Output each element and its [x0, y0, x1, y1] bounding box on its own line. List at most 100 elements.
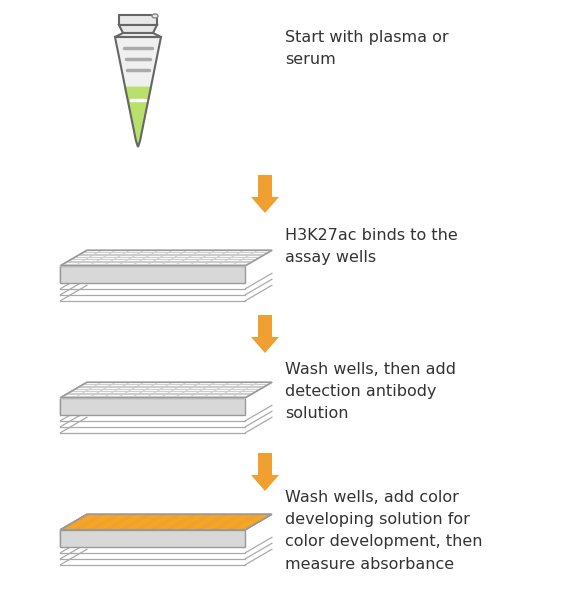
Polygon shape [251, 315, 279, 353]
Polygon shape [61, 250, 272, 266]
Ellipse shape [125, 520, 134, 522]
Ellipse shape [134, 514, 144, 517]
Ellipse shape [168, 522, 177, 525]
Ellipse shape [150, 514, 159, 517]
Ellipse shape [128, 518, 137, 520]
Polygon shape [61, 514, 272, 529]
Ellipse shape [191, 525, 201, 528]
Polygon shape [115, 33, 161, 37]
Ellipse shape [85, 516, 94, 518]
Ellipse shape [99, 525, 109, 528]
Ellipse shape [88, 514, 98, 517]
Polygon shape [61, 266, 246, 282]
Ellipse shape [235, 527, 244, 530]
Ellipse shape [130, 525, 140, 528]
Ellipse shape [211, 523, 220, 526]
Ellipse shape [162, 516, 172, 518]
Text: H3K27ac binds to the
assay wells: H3K27ac binds to the assay wells [285, 228, 458, 265]
Ellipse shape [214, 522, 223, 525]
Ellipse shape [94, 520, 103, 522]
Ellipse shape [236, 518, 245, 520]
Polygon shape [115, 37, 161, 87]
Ellipse shape [165, 514, 175, 517]
Ellipse shape [173, 527, 183, 530]
Ellipse shape [205, 518, 215, 520]
Polygon shape [61, 382, 272, 398]
Ellipse shape [258, 514, 267, 517]
Ellipse shape [242, 523, 251, 526]
Polygon shape [119, 15, 157, 25]
Ellipse shape [158, 527, 167, 530]
Text: Wash wells, then add
detection antibody
solution: Wash wells, then add detection antibody … [285, 362, 456, 422]
Ellipse shape [232, 520, 242, 522]
Ellipse shape [131, 516, 141, 518]
Ellipse shape [183, 522, 193, 525]
Ellipse shape [87, 523, 97, 526]
Ellipse shape [121, 522, 131, 525]
Ellipse shape [242, 514, 252, 517]
Ellipse shape [198, 522, 208, 525]
Ellipse shape [152, 522, 162, 525]
Ellipse shape [102, 523, 112, 526]
Ellipse shape [174, 518, 184, 520]
Polygon shape [61, 514, 87, 547]
Ellipse shape [116, 516, 125, 518]
Ellipse shape [140, 520, 150, 522]
Ellipse shape [72, 523, 81, 526]
Ellipse shape [65, 527, 74, 530]
Ellipse shape [190, 518, 199, 520]
Ellipse shape [90, 522, 100, 525]
Ellipse shape [142, 527, 152, 530]
Ellipse shape [226, 523, 235, 526]
Ellipse shape [75, 522, 84, 525]
Ellipse shape [221, 518, 230, 520]
Polygon shape [61, 514, 272, 529]
Ellipse shape [118, 523, 127, 526]
Ellipse shape [79, 520, 88, 522]
Ellipse shape [119, 514, 129, 517]
Ellipse shape [106, 522, 115, 525]
Ellipse shape [195, 523, 204, 526]
Ellipse shape [96, 527, 105, 530]
Ellipse shape [222, 525, 232, 528]
Ellipse shape [100, 516, 110, 518]
Ellipse shape [68, 525, 78, 528]
Ellipse shape [238, 525, 247, 528]
Ellipse shape [239, 516, 249, 518]
Polygon shape [61, 250, 87, 282]
Polygon shape [251, 175, 279, 213]
Ellipse shape [115, 525, 124, 528]
Ellipse shape [248, 520, 257, 522]
Ellipse shape [204, 527, 214, 530]
Ellipse shape [176, 525, 186, 528]
Ellipse shape [133, 523, 143, 526]
Ellipse shape [193, 516, 203, 518]
Ellipse shape [161, 525, 171, 528]
Ellipse shape [211, 514, 221, 517]
Ellipse shape [146, 525, 155, 528]
Ellipse shape [180, 523, 189, 526]
Ellipse shape [217, 520, 226, 522]
Ellipse shape [189, 527, 198, 530]
Text: Wash wells, add color
developing solution for
color development, then
measure ab: Wash wells, add color developing solutio… [285, 490, 482, 572]
Ellipse shape [111, 527, 121, 530]
Ellipse shape [219, 527, 229, 530]
Ellipse shape [152, 14, 158, 18]
Ellipse shape [196, 514, 205, 517]
Ellipse shape [254, 516, 264, 518]
Ellipse shape [155, 520, 165, 522]
Ellipse shape [244, 522, 254, 525]
Ellipse shape [186, 520, 196, 522]
Ellipse shape [164, 523, 174, 526]
Ellipse shape [227, 514, 236, 517]
Ellipse shape [171, 520, 180, 522]
Ellipse shape [97, 518, 107, 520]
Ellipse shape [208, 516, 218, 518]
Ellipse shape [201, 520, 211, 522]
Ellipse shape [127, 527, 136, 530]
Ellipse shape [81, 518, 91, 520]
Text: Start with plasma or
serum: Start with plasma or serum [285, 30, 449, 67]
Ellipse shape [229, 522, 239, 525]
Ellipse shape [84, 525, 93, 528]
Ellipse shape [143, 518, 153, 520]
